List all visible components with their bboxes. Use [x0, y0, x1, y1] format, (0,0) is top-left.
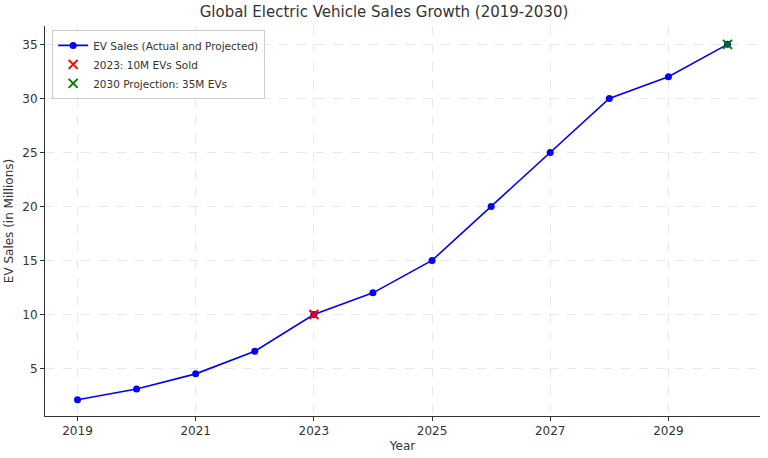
svg-text:30: 30	[22, 92, 37, 106]
svg-text:35: 35	[22, 38, 37, 52]
svg-text:2027: 2027	[535, 424, 566, 438]
svg-text:Year: Year	[389, 439, 415, 453]
svg-text:Global Electric Vehicle Sales: Global Electric Vehicle Sales Growth (20…	[200, 3, 569, 21]
svg-text:2023: 10M EVs Sold: 2023: 10M EVs Sold	[93, 58, 198, 70]
svg-text:EV Sales (in Millions): EV Sales (in Millions)	[2, 159, 16, 283]
svg-text:2029: 2029	[653, 424, 684, 438]
svg-text:2023: 2023	[299, 424, 330, 438]
svg-text:20: 20	[22, 200, 37, 214]
svg-text:5: 5	[30, 362, 38, 376]
svg-text:25: 25	[22, 146, 37, 160]
svg-text:2021: 2021	[180, 424, 211, 438]
svg-text:EV Sales (Actual and Projected: EV Sales (Actual and Projected)	[93, 39, 258, 51]
svg-text:2030 Projection: 35M EVs: 2030 Projection: 35M EVs	[93, 77, 227, 89]
svg-text:2019: 2019	[62, 424, 93, 438]
svg-text:2025: 2025	[417, 424, 448, 438]
svg-text:15: 15	[22, 254, 37, 268]
svg-text:10: 10	[22, 308, 37, 322]
